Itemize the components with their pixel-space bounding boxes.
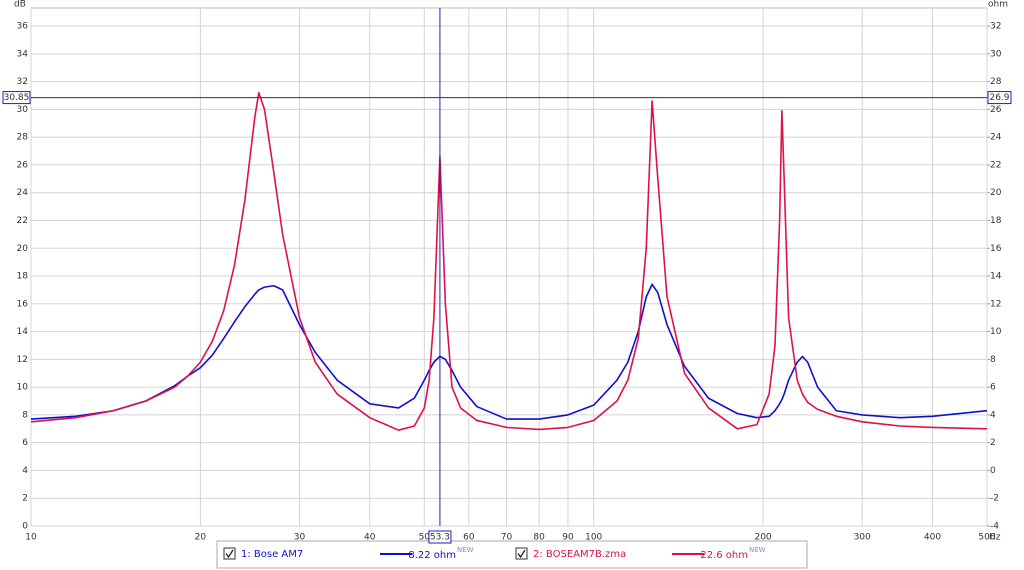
y2-tick-label: 16 xyxy=(990,244,1002,254)
x-tick-label: 10 xyxy=(25,533,37,543)
y-tick-label: 10 xyxy=(17,383,29,393)
y-tick-label: 32 xyxy=(17,77,28,87)
legend-tag: NEW xyxy=(457,546,474,554)
y2-tick-label: -2 xyxy=(990,494,999,504)
y-tick-label: 20 xyxy=(17,244,29,254)
legend-check xyxy=(517,549,526,559)
x-tick-label: 70 xyxy=(501,533,513,543)
y2-tick-label: 6 xyxy=(990,383,996,393)
y-tick-label: 28 xyxy=(17,133,29,143)
y2-unit: ohm xyxy=(988,0,1008,10)
y2-tick-label: 10 xyxy=(990,327,1002,337)
x-unit: Hz xyxy=(989,533,1001,543)
y-tick-label: 26 xyxy=(17,160,29,170)
y-tick-label: 2 xyxy=(22,494,28,504)
x-tick-label: 400 xyxy=(924,533,941,543)
cursor-y-label: 30.85 xyxy=(4,93,30,103)
x-tick-label: 30 xyxy=(294,533,306,543)
x-tick-label: 90 xyxy=(562,533,574,543)
y-tick-label: 16 xyxy=(17,299,29,309)
cursor-box xyxy=(987,91,1012,105)
y2-tick-label: 20 xyxy=(990,188,1002,198)
y2-tick-label: 0 xyxy=(990,466,996,476)
y2-tick-label: 26 xyxy=(990,105,1002,115)
x-tick-label: 20 xyxy=(195,533,207,543)
series-line xyxy=(30,91,988,431)
x-tick-label: 60 xyxy=(463,533,475,543)
plot-area xyxy=(30,7,988,527)
y2-tick-label: 2 xyxy=(990,438,996,448)
y2-tick-label: 8 xyxy=(990,355,996,365)
cursor-box xyxy=(428,530,452,544)
y-tick-label: 22 xyxy=(17,216,28,226)
y-tick-label: 30 xyxy=(17,105,29,115)
y-tick-label: 4 xyxy=(22,466,28,476)
cursor-y2-label: 26.9 xyxy=(989,93,1009,103)
x-tick-label: 200 xyxy=(754,533,771,543)
y-tick-label: 0 xyxy=(22,522,28,532)
y-unit: dB xyxy=(14,0,26,10)
y-tick-label: 18 xyxy=(17,272,29,282)
y-tick-label: 12 xyxy=(17,355,28,365)
legend-name: 1: Bose AM7 xyxy=(241,549,303,560)
legend-checkbox xyxy=(515,547,528,560)
y2-tick-label: 12 xyxy=(990,299,1001,309)
x-tick-label: 100 xyxy=(585,533,602,543)
x-tick-label: 40 xyxy=(364,533,376,543)
y-tick-label: 24 xyxy=(17,188,29,198)
y-tick-label: 14 xyxy=(17,327,29,337)
legend-tag: NEW xyxy=(749,546,766,554)
legend-value: 22.6 ohm xyxy=(700,550,748,561)
legend-checkbox xyxy=(223,547,236,560)
y-tick-label: 34 xyxy=(17,49,29,59)
y-tick-label: 6 xyxy=(22,438,28,448)
cursor-box xyxy=(2,91,31,105)
x-tick-label: 50 xyxy=(419,533,431,543)
y2-tick-label: 32 xyxy=(990,22,1001,32)
y2-tick-label: 22 xyxy=(990,160,1001,170)
y2-tick-label: 14 xyxy=(990,272,1002,282)
y2-tick-label: 28 xyxy=(990,77,1002,87)
x-tick-label: 500 xyxy=(978,533,995,543)
x-tick-label: 80 xyxy=(533,533,545,543)
y-tick-label: 8 xyxy=(22,410,28,420)
y2-tick-label: 4 xyxy=(990,410,996,420)
legend-check xyxy=(225,549,234,559)
y2-tick-label: 18 xyxy=(990,216,1002,226)
y2-tick-label: 30 xyxy=(990,49,1002,59)
y2-tick-label: -4 xyxy=(990,522,999,532)
legend-name: 2: BOSEAM7B.zma xyxy=(533,549,626,560)
legend xyxy=(216,540,808,569)
x-tick-label: 300 xyxy=(854,533,871,543)
y-tick-label: 36 xyxy=(17,22,29,32)
legend-value: 8.22 ohm xyxy=(408,550,456,561)
y2-tick-label: 24 xyxy=(990,133,1002,143)
cursor-x-label: 53.3 xyxy=(430,533,450,543)
series-line xyxy=(30,283,988,420)
